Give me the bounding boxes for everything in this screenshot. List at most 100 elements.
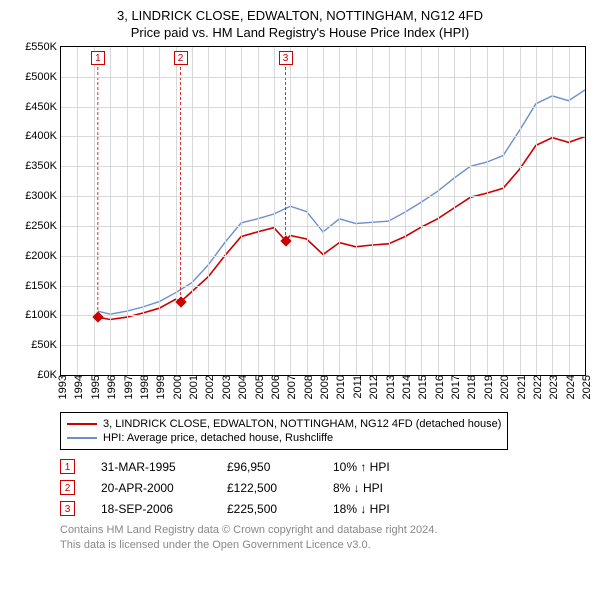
sale-row-badge: 1: [60, 459, 75, 474]
sale-marker-badge: 1: [91, 51, 105, 65]
gridline-v: [127, 47, 128, 375]
series-line: [98, 137, 585, 320]
gridline-v: [225, 47, 226, 375]
gridline-v: [143, 47, 144, 375]
gridline-v: [159, 47, 160, 375]
y-axis-label: £100K: [25, 309, 61, 321]
chart-title: 3, LINDRICK CLOSE, EDWALTON, NOTTINGHAM,…: [10, 8, 590, 23]
gridline-v: [520, 47, 521, 375]
gridline-v: [192, 47, 193, 375]
y-axis-label: £200K: [25, 250, 61, 262]
sale-marker-badge: 3: [279, 51, 293, 65]
legend-item: 3, LINDRICK CLOSE, EDWALTON, NOTTINGHAM,…: [67, 417, 501, 431]
sale-row-price: £122,500: [227, 481, 307, 495]
sale-row-badge: 3: [60, 501, 75, 516]
x-axis-label: 2008: [299, 375, 315, 399]
sale-row: 2 20-APR-2000 £122,500 8% ↓ HPI: [60, 477, 590, 498]
sale-row-date: 31-MAR-1995: [101, 460, 201, 474]
credit-line-1: Contains HM Land Registry data © Crown c…: [60, 523, 590, 538]
y-axis-label: £550K: [25, 41, 61, 53]
x-axis-label: 2007: [282, 375, 298, 399]
x-axis-label: 2018: [462, 375, 478, 399]
gridline-v: [356, 47, 357, 375]
gridline-v: [536, 47, 537, 375]
x-axis-label: 1997: [119, 375, 135, 399]
gridline-v: [389, 47, 390, 375]
x-axis-label: 2025: [577, 375, 593, 399]
x-axis-label: 2024: [561, 375, 577, 399]
legend: 3, LINDRICK CLOSE, EDWALTON, NOTTINGHAM,…: [60, 412, 508, 450]
data-credit: Contains HM Land Registry data © Crown c…: [60, 523, 590, 553]
y-axis-label: £250K: [25, 220, 61, 232]
y-axis-label: £500K: [25, 71, 61, 83]
x-axis-label: 2004: [233, 375, 249, 399]
x-axis-label: 2015: [413, 375, 429, 399]
gridline-v: [503, 47, 504, 375]
x-axis-label: 2023: [544, 375, 560, 399]
sale-row-price: £96,950: [227, 460, 307, 474]
sale-row-diff: 18% ↓ HPI: [333, 502, 443, 516]
x-axis-label: 1993: [53, 375, 69, 399]
x-axis-label: 2006: [266, 375, 282, 399]
x-axis-label: 2003: [217, 375, 233, 399]
sale-row-diff: 8% ↓ HPI: [333, 481, 443, 495]
gridline-v: [77, 47, 78, 375]
gridline-v: [110, 47, 111, 375]
gridline-v: [487, 47, 488, 375]
sale-row-date: 20-APR-2000: [101, 481, 201, 495]
y-axis-label: £300K: [25, 190, 61, 202]
x-axis-label: 2002: [200, 375, 216, 399]
series-line: [98, 90, 585, 314]
legend-swatch: [67, 437, 97, 439]
x-axis-label: 2021: [512, 375, 528, 399]
sales-table: 1 31-MAR-1995 £96,950 10% ↑ HPI 2 20-APR-2000…: [60, 456, 590, 519]
y-axis-label: £450K: [25, 101, 61, 113]
sale-row-badge: 2: [60, 480, 75, 495]
y-axis-label: £50K: [31, 339, 61, 351]
sale-row: 318-SEP-2006£225,50018% ↓ HPI: [60, 498, 590, 519]
gridline-v: [405, 47, 406, 375]
x-axis-label: 2005: [250, 375, 266, 399]
x-axis-label: 2010: [331, 375, 347, 399]
gridline-v: [552, 47, 553, 375]
gridline-v: [569, 47, 570, 375]
legend-item: HPI: Average price, detached house, Rush…: [67, 431, 501, 445]
sale-marker-badge: 2: [174, 51, 188, 65]
y-axis-label: £400K: [25, 130, 61, 142]
x-axis-label: 2009: [315, 375, 331, 399]
x-axis-label: 2013: [381, 375, 397, 399]
x-axis-label: 2011: [348, 375, 364, 399]
y-axis-label: £150K: [25, 280, 61, 292]
gridline-v: [438, 47, 439, 375]
x-axis-label: 1996: [102, 375, 118, 399]
sale-row-diff: 10% ↑ HPI: [333, 460, 443, 474]
x-axis-label: 1995: [86, 375, 102, 399]
chart-container: 3, LINDRICK CLOSE, EDWALTON, NOTTINGHAM,…: [0, 0, 600, 553]
x-axis-label: 2001: [184, 375, 200, 399]
x-axis-label: 1998: [135, 375, 151, 399]
gridline-v: [454, 47, 455, 375]
gridline-v: [94, 47, 95, 375]
gridline-v: [258, 47, 259, 375]
x-axis-label: 1994: [69, 375, 85, 399]
y-axis-label: £350K: [25, 160, 61, 172]
x-axis-label: 2022: [528, 375, 544, 399]
x-axis-label: 2016: [430, 375, 446, 399]
plot-area: £0K£50K£100K£150K£200K£250K£300K£350K£40…: [60, 46, 586, 376]
sale-row-date: 18-SEP-2006: [101, 502, 201, 516]
x-axis-label: 2012: [364, 375, 380, 399]
gridline-v: [307, 47, 308, 375]
gridline-v: [241, 47, 242, 375]
x-axis-label: 2014: [397, 375, 413, 399]
legend-swatch: [67, 423, 97, 425]
credit-line-2: This data is licensed under the Open Gov…: [60, 538, 590, 553]
gridline-v: [290, 47, 291, 375]
x-axis-label: 1999: [151, 375, 167, 399]
sale-row: 1 31-MAR-1995 £96,950 10% ↑ HPI: [60, 456, 590, 477]
legend-label: HPI: Average price, detached house, Rush…: [103, 432, 333, 444]
x-axis-label: 2020: [495, 375, 511, 399]
gridline-v: [470, 47, 471, 375]
gridline-v: [274, 47, 275, 375]
gridline-v: [339, 47, 340, 375]
legend-label: 3, LINDRICK CLOSE, EDWALTON, NOTTINGHAM,…: [103, 418, 501, 430]
